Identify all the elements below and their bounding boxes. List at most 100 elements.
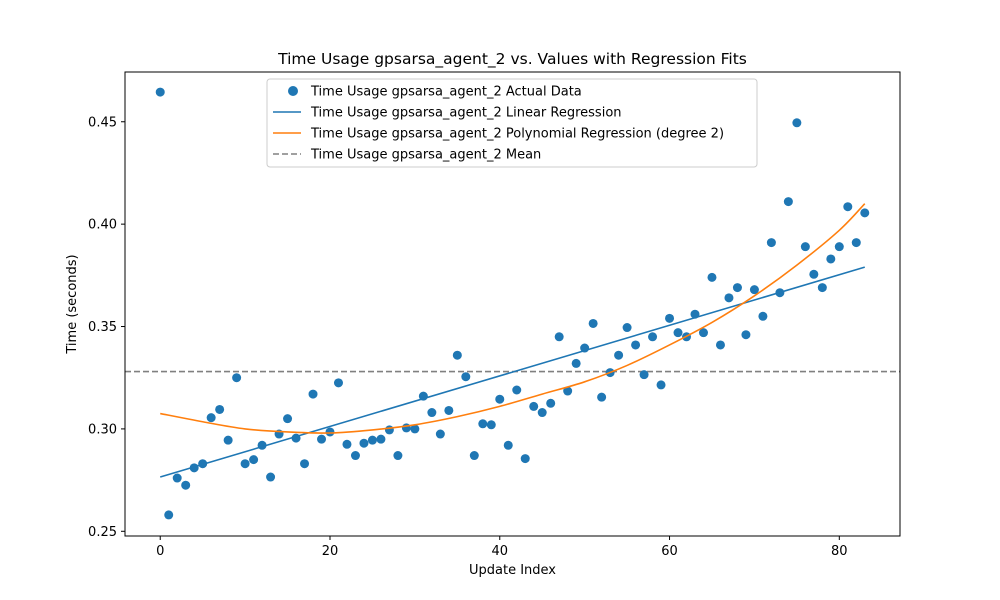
data-point xyxy=(741,330,751,340)
data-point xyxy=(783,197,793,207)
x-tick-label: 40 xyxy=(491,544,508,559)
legend-marker-actual xyxy=(288,86,298,96)
y-axis-label: Time (seconds) xyxy=(65,254,80,354)
data-point xyxy=(665,313,675,323)
y-tick-label: 0.40 xyxy=(88,218,117,233)
legend-label-actual: Time Usage gpsarsa_agent_2 Actual Data xyxy=(310,85,582,100)
data-point xyxy=(401,423,411,433)
data-point xyxy=(563,386,573,396)
legend-label-linear: Time Usage gpsarsa_agent_2 Linear Regres… xyxy=(310,106,622,121)
data-point xyxy=(766,238,776,248)
data-point xyxy=(206,413,216,423)
data-point xyxy=(631,340,641,350)
polynomial-regression-line xyxy=(160,203,866,434)
data-point xyxy=(342,439,352,449)
data-point xyxy=(164,510,174,520)
data-point xyxy=(597,392,607,402)
data-point xyxy=(308,389,318,399)
data-point xyxy=(800,242,810,252)
data-point xyxy=(673,328,683,338)
data-point xyxy=(376,434,386,444)
data-point xyxy=(333,378,343,388)
data-point xyxy=(698,328,708,338)
data-point xyxy=(851,238,861,248)
data-point xyxy=(444,405,454,415)
y-tick-label: 0.30 xyxy=(88,422,117,437)
data-point xyxy=(546,398,556,408)
data-point xyxy=(554,332,564,342)
data-point xyxy=(266,472,276,482)
data-point xyxy=(469,451,479,461)
data-point xyxy=(656,380,666,390)
x-axis-ticks: 0 20 40 60 80 xyxy=(156,536,848,559)
data-layer xyxy=(125,87,900,520)
data-point xyxy=(215,404,225,414)
data-point xyxy=(732,283,742,293)
data-point xyxy=(860,208,870,218)
data-point xyxy=(749,285,759,295)
data-point xyxy=(639,370,649,380)
data-point xyxy=(707,272,717,282)
data-point xyxy=(622,323,632,333)
data-point xyxy=(350,451,360,461)
data-point xyxy=(283,414,293,424)
legend: Time Usage gpsarsa_agent_2 Actual Data T… xyxy=(266,78,758,168)
y-tick-label: 0.25 xyxy=(88,525,117,540)
data-point xyxy=(461,372,471,382)
y-axis-ticks: 0.25 0.30 0.35 0.40 0.45 xyxy=(88,115,125,540)
data-point xyxy=(588,318,598,328)
x-axis-label: Update Index xyxy=(469,563,556,578)
x-tick-label: 20 xyxy=(322,544,339,559)
data-point xyxy=(393,451,403,461)
data-point xyxy=(529,401,539,411)
data-point xyxy=(648,332,658,342)
data-point xyxy=(240,459,250,469)
y-tick-label: 0.45 xyxy=(88,115,117,130)
data-point xyxy=(410,424,420,434)
data-point xyxy=(232,373,242,383)
x-tick-label: 60 xyxy=(661,544,678,559)
data-point xyxy=(724,293,734,303)
data-point xyxy=(325,427,335,437)
legend-label-mean: Time Usage gpsarsa_agent_2 Mean xyxy=(310,148,541,163)
chart-title: Time Usage gpsarsa_agent_2 vs. Values wi… xyxy=(277,50,747,69)
data-point xyxy=(817,283,827,293)
data-point xyxy=(758,311,768,321)
data-point xyxy=(826,254,836,264)
data-point xyxy=(435,429,445,439)
data-point xyxy=(715,340,725,350)
axes-frame xyxy=(124,71,901,537)
data-point xyxy=(503,440,513,450)
plot-area xyxy=(124,71,901,537)
x-tick-label: 80 xyxy=(831,544,848,559)
legend-box xyxy=(266,78,758,168)
legend-label-polynomial: Time Usage gpsarsa_agent_2 Polynomial Re… xyxy=(310,127,724,142)
data-point xyxy=(359,438,369,448)
data-point xyxy=(181,480,191,490)
data-point xyxy=(520,454,530,464)
data-point xyxy=(486,420,496,430)
data-point xyxy=(249,455,259,465)
data-point xyxy=(427,408,437,418)
data-point xyxy=(172,473,182,483)
data-point xyxy=(809,269,819,279)
data-point xyxy=(223,435,233,445)
data-point xyxy=(452,350,462,360)
data-point xyxy=(537,408,547,418)
data-point xyxy=(384,425,394,435)
data-point xyxy=(478,419,488,429)
linear-regression-line xyxy=(159,266,866,478)
data-point xyxy=(834,242,844,252)
y-tick-label: 0.35 xyxy=(88,320,117,335)
data-point xyxy=(571,358,581,368)
data-point xyxy=(512,385,522,395)
data-point xyxy=(317,434,327,444)
data-point xyxy=(155,87,165,97)
x-tick-label: 0 xyxy=(156,544,164,559)
data-point xyxy=(614,350,624,360)
data-point xyxy=(792,118,802,128)
data-point xyxy=(495,394,505,404)
data-point xyxy=(367,435,377,445)
